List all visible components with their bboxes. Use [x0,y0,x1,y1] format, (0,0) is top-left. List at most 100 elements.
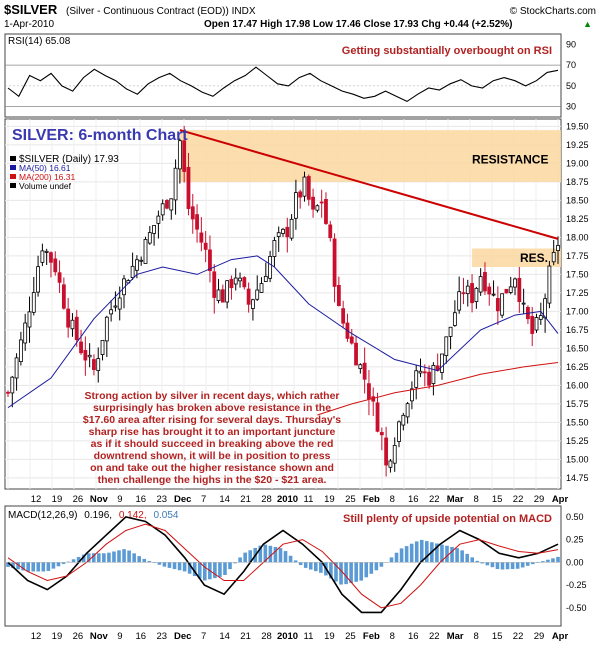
candle [23,313,28,351]
macd-panel: MACD(12,26,9) 0.196, 0.142, 0.054 Still … [4,505,587,627]
macd-histogram-bar [455,548,459,563]
commentary-line: Strong action by silver in recent days, … [85,390,340,402]
x-tick-label: 8 [474,631,479,642]
candle [384,426,389,477]
macd-histogram-bar [520,562,525,568]
macd-histogram-bar [86,553,91,563]
candle [405,402,410,424]
signal-line [7,523,559,609]
rsi-tick-label: 70 [566,60,576,70]
candle [276,226,281,252]
candle [182,125,187,183]
macd-histogram-bar [359,562,364,581]
macd-histogram-bar [329,562,333,579]
macd-line [7,516,559,614]
legend-entry: MA(50) 16.61 [19,163,71,173]
macd-histogram-bar [112,551,116,563]
candle [538,302,543,325]
res-label: RES. [520,251,548,265]
x-tick-label: 16 [136,494,147,505]
y-tick-label: 19.50 [566,121,589,131]
candle [242,276,247,290]
candle [229,275,234,300]
candle [465,279,470,307]
macd-histogram-bar [419,539,424,563]
x-tick-label: 11 [304,494,314,505]
candle [513,277,517,296]
x-tick-label: 14 [219,631,230,642]
x-tick-label: 7 [201,631,206,642]
candle [543,293,548,333]
macd-histogram-bar [11,562,15,569]
candle [306,174,311,206]
quote-line: Open 17.47 High 17.98 Low 17.46 Close 17… [204,19,512,30]
macd-histogram-bar [263,544,268,563]
y-tick-label: 15.75 [566,399,589,409]
x-tick-label: 21 [240,631,251,642]
macd-histogram-bar [515,562,520,569]
macd-histogram-bar [273,546,278,563]
macd-histogram-bar [425,541,429,563]
candle [255,275,260,301]
candle [152,225,156,246]
source-credit: © StockCharts.com [510,6,596,17]
macd-histogram-bar [117,550,121,563]
candle [238,272,242,288]
macd-histogram-bar [379,562,384,567]
macd-histogram-bar [61,562,66,564]
x-tick-label: 29 [534,494,545,505]
macd-histogram-bar [26,562,30,572]
macd-histogram-bar [102,553,106,563]
candle [220,284,225,303]
y-tick-label: 16.50 [566,343,589,353]
x-tick-label: 8 [390,494,395,505]
candle [70,313,75,337]
y-tick-label: 16.25 [566,362,589,372]
macd-histogram-bar [475,560,480,563]
macd-histogram-bar [147,561,152,563]
y-tick-label: 15.25 [566,436,589,446]
histogram-value: 0.054 [153,510,178,521]
candle [83,336,88,376]
x-tick-label: 2010 [277,494,298,505]
candle [452,300,457,327]
legend-swatch [10,156,16,161]
candle [483,262,487,296]
macd-histogram-bar [364,562,369,578]
x-tick-label: 15 [492,494,503,505]
macd-histogram-bar [525,562,530,566]
x-tick-label: 15 [492,631,503,642]
macd-histogram-bar [404,546,409,563]
candle [246,282,251,313]
x-tick-label: 22 [429,494,440,505]
macd-histogram-bar [470,557,475,563]
candle [315,204,320,213]
candle [298,189,303,209]
macd-histogram-bar [157,562,162,565]
macd-histogram-bar [122,549,126,563]
candle [6,390,10,397]
candle [216,278,221,304]
macd-histogram-bar [450,546,454,563]
x-tick-label: 28 [261,494,272,505]
macd-histogram-bar [218,562,222,577]
y-tick-label: 18.00 [566,232,589,242]
x-tick-label: 8 [390,631,395,642]
macd-histogram-bar [46,562,51,571]
x-tick-label: Nov [90,631,109,642]
candle [27,296,32,343]
macd-histogram-bar [480,562,485,564]
candle [18,331,23,366]
x-tick-label: 12 [31,631,42,642]
x-tick-label: 14 [219,494,230,505]
macd-histogram-bar [6,562,10,567]
x-tick-label: 29 [534,631,545,642]
y-tick-label: 17.75 [566,251,589,261]
candle [139,256,144,266]
macd-histogram-bar [41,562,46,572]
macd-histogram-bar [56,562,61,567]
macd-histogram-bar [495,562,500,570]
candle [14,353,19,391]
macd-histogram-bar [490,562,495,568]
chart-symbol: $SILVER [4,2,58,17]
